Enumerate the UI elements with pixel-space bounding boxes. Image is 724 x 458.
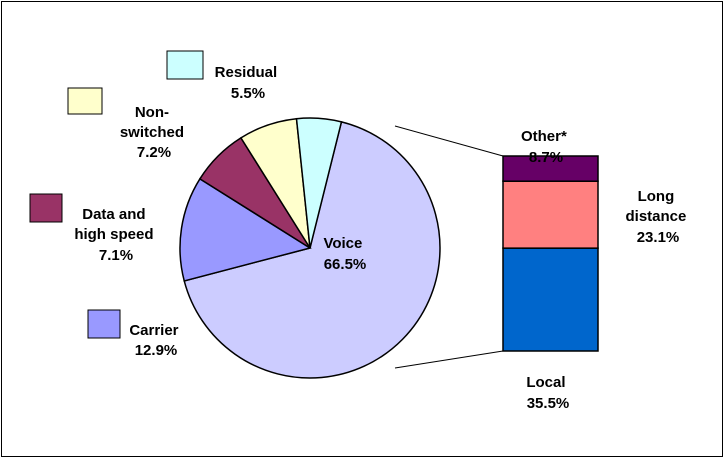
- legend-swatch-carrier: [87, 309, 121, 339]
- pie-slice-voice: [183, 120, 441, 379]
- pie-slice-carrier: [179, 177, 312, 282]
- stacked-bar: [502, 155, 599, 352]
- pie-to-bar-connectors: [394, 125, 504, 369]
- label-nonswitched: Non- switched 7.2%: [120, 104, 188, 161]
- label-residual: Residual 5.5%: [215, 64, 282, 102]
- label-other: Other* 8.7%: [521, 128, 571, 166]
- connector-bottom: [394, 350, 504, 369]
- pie-slice-residual: [295, 117, 343, 249]
- legend-swatch-data-high-speed: [29, 193, 63, 223]
- legend-swatch-residual: [166, 50, 204, 80]
- label-local: Local 35.5%: [526, 374, 569, 412]
- label-long-distance: Long distance 23.1%: [625, 188, 690, 246]
- label-voice: Voice 66.5%: [323, 235, 366, 273]
- label-data-high-speed: Data and high speed 7.1%: [74, 206, 157, 264]
- connector-top: [394, 125, 504, 157]
- bar-segment-long-distance: [502, 180, 599, 249]
- bar-segment-other: [502, 155, 599, 182]
- label-carrier: Carrier 12.9%: [129, 322, 182, 359]
- legend-swatch-nonswitched: [67, 87, 103, 115]
- bar-segment-local: [502, 247, 599, 352]
- pie-chart: [179, 117, 441, 379]
